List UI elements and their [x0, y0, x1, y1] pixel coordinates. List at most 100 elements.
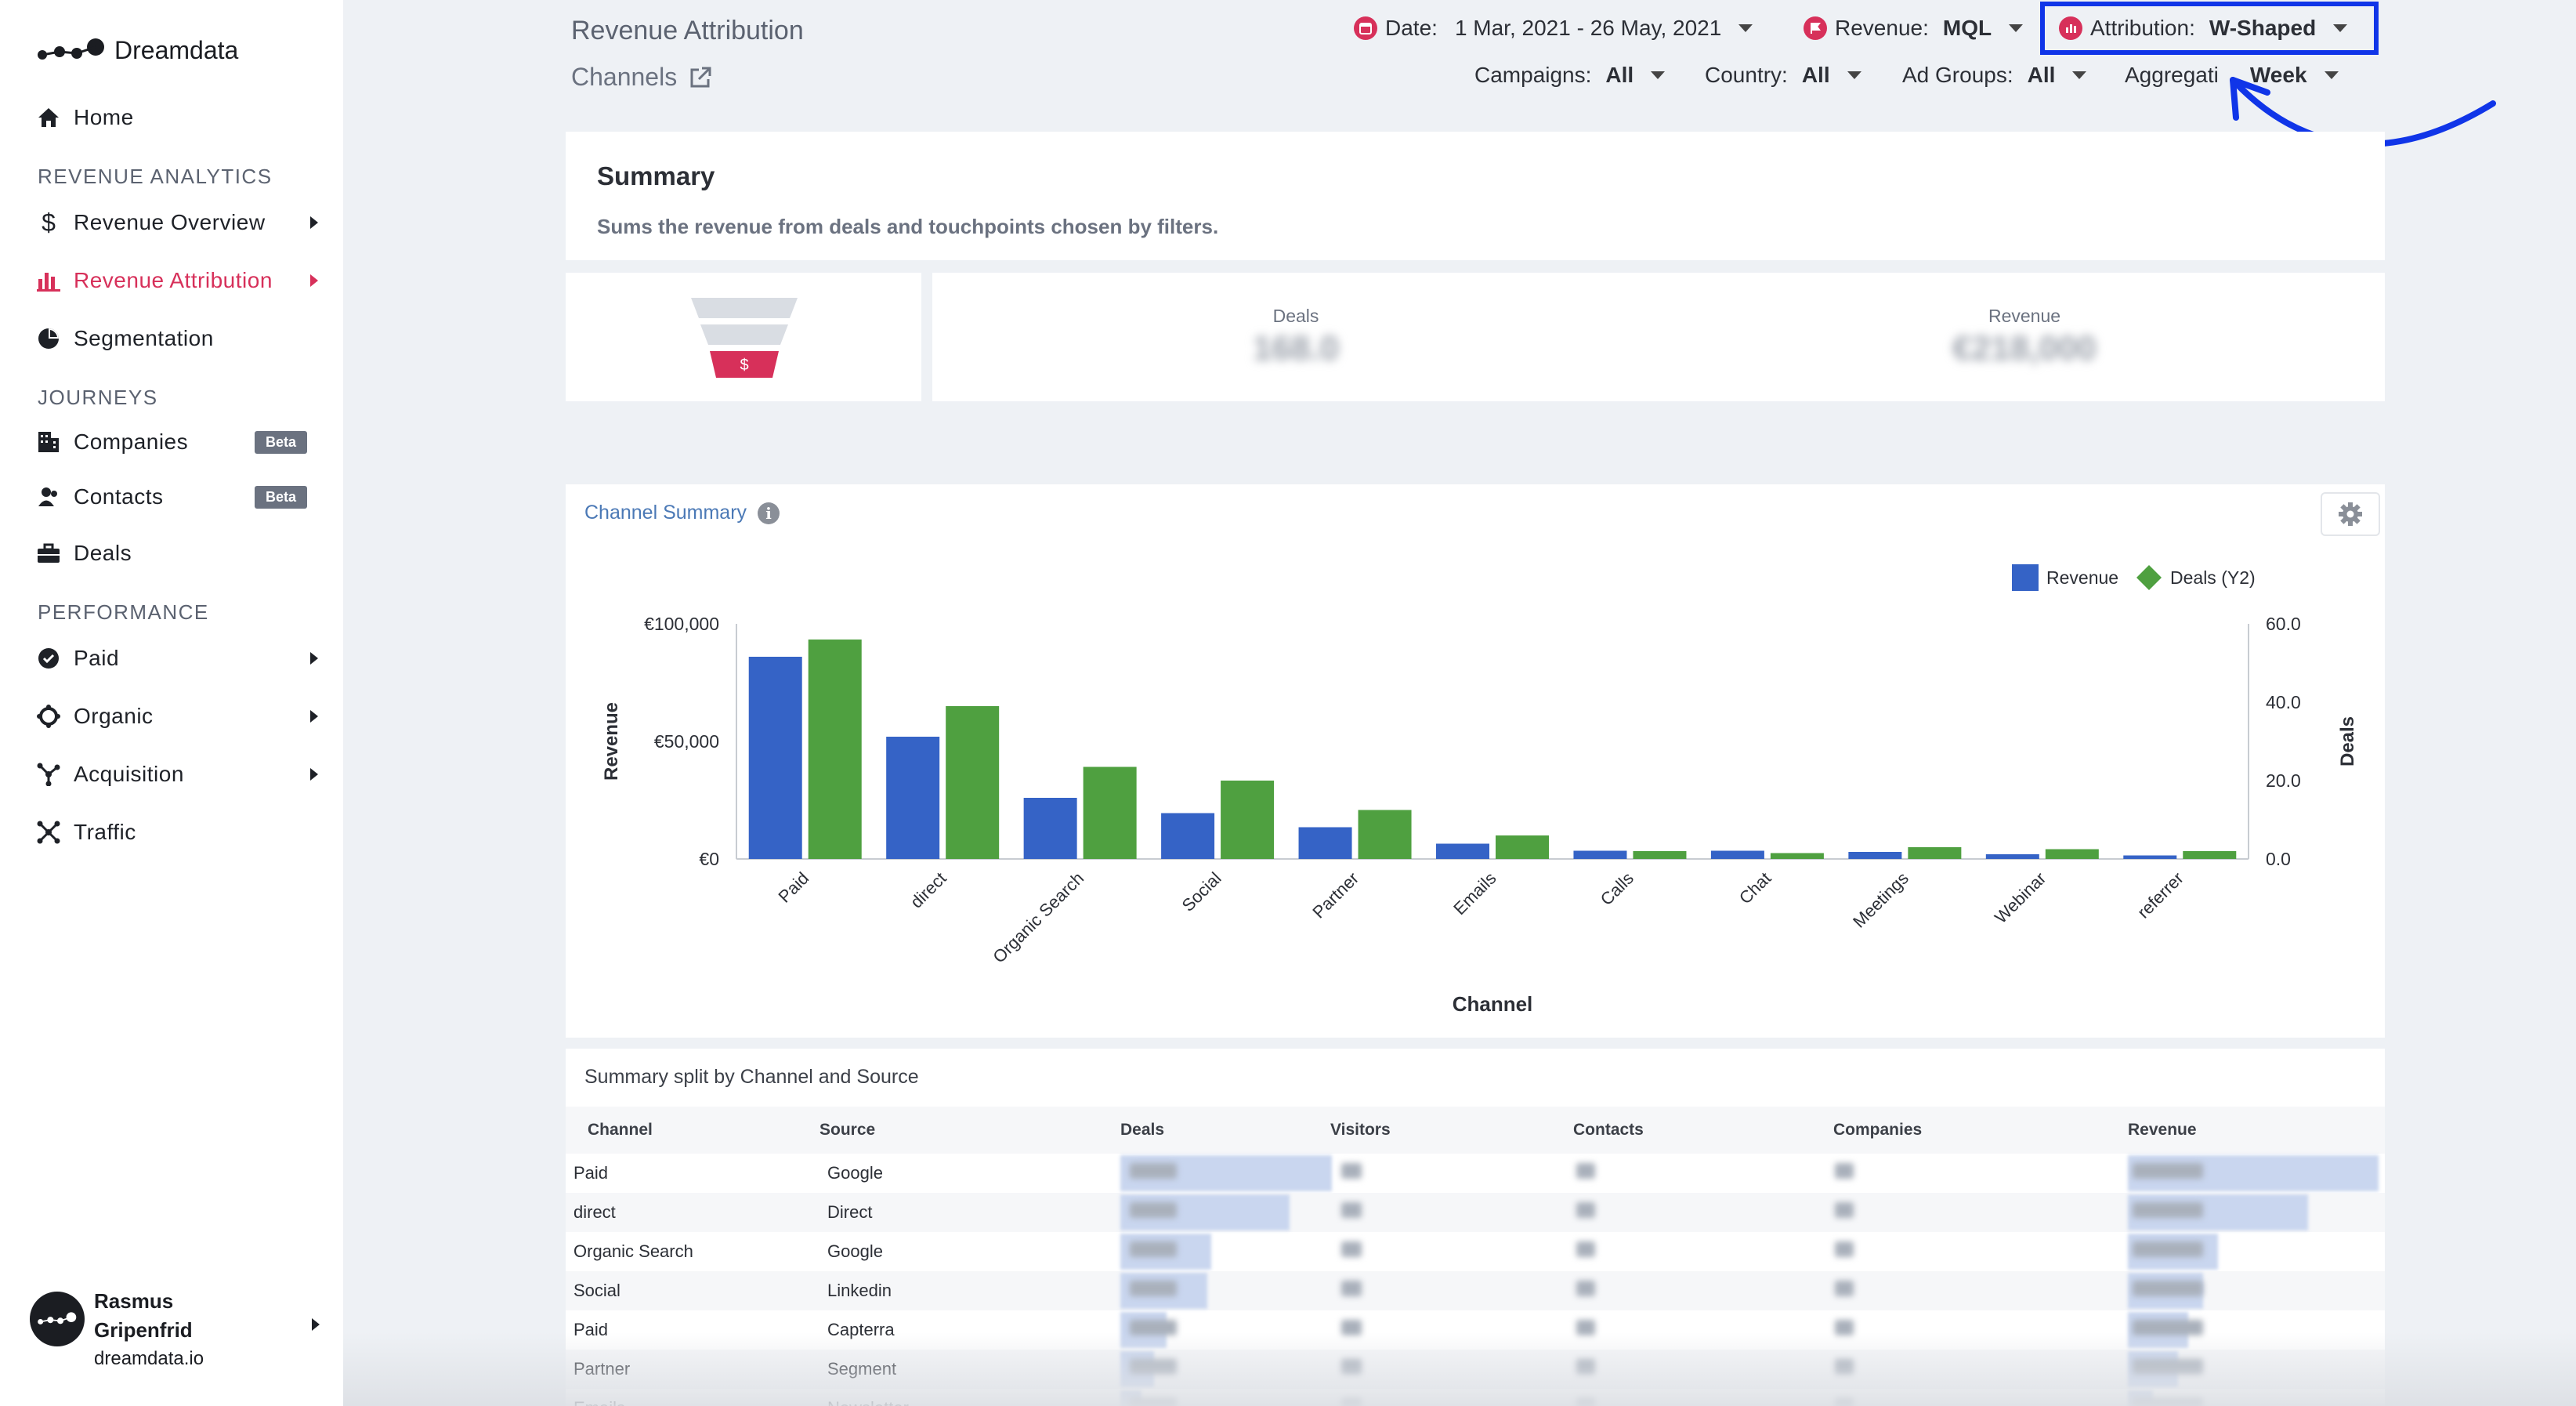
legend-deals[interactable]: Deals (Y2) — [2136, 564, 2256, 591]
revenue-filter[interactable]: Revenue: MQL — [1804, 16, 2024, 41]
attribution-filter[interactable]: Attribution: W-Shaped — [2059, 16, 2348, 41]
sidebar-item-segmentation[interactable]: Segmentation — [36, 321, 326, 356]
x-tick-label: Chat — [1735, 868, 1775, 908]
blurred-value — [1835, 1202, 1854, 1218]
x-tick-label: direct — [906, 868, 950, 912]
chart-title[interactable]: Channel Summary i — [584, 502, 780, 524]
kpi-deals-label: Deals — [1272, 306, 1319, 326]
x-tick-label: Partner — [1308, 868, 1362, 922]
revenue-bar — [748, 657, 802, 859]
country-filter[interactable]: Country: All — [1705, 63, 1861, 88]
country-filter-value: All — [1801, 63, 1830, 87]
table-row[interactable]: Organic Search Google — [566, 1232, 2385, 1271]
attribution-highlight-box — [2040, 2, 2379, 55]
sidebar-item-label: Acquisition — [74, 762, 184, 786]
legend-revenue[interactable]: Revenue — [2012, 564, 2118, 591]
table-row[interactable]: Paid Google — [566, 1154, 2385, 1193]
sidebar-item-acquisition[interactable]: Acquisition — [36, 757, 326, 792]
aggregation-filter[interactable]: Aggregati Week — [2125, 63, 2339, 88]
info-icon[interactable]: i — [758, 502, 780, 524]
bar-chart-icon — [36, 268, 61, 293]
table-row[interactable]: direct Direct — [566, 1193, 2385, 1232]
brand[interactable]: Dreamdata — [36, 34, 238, 66]
cell-channel: Paid — [573, 1163, 609, 1183]
dollar-icon: $ — [42, 208, 56, 237]
channel-summary-card — [566, 484, 2385, 1038]
table-row[interactable]: Social Linkedin — [566, 1271, 2385, 1310]
campaigns-filter[interactable]: Campaigns: All — [1474, 63, 1666, 88]
table-header — [566, 1107, 2385, 1154]
chevron-right-icon — [312, 1318, 320, 1331]
column-header-contacts[interactable]: Contacts — [1573, 1121, 1644, 1139]
kpi-deals-value: 168.0 — [1252, 329, 1340, 368]
sidebar-item-revenue-attribution[interactable]: Revenue Attribution — [36, 263, 326, 298]
sidebar-item-deals[interactable]: Deals — [36, 536, 326, 571]
blurred-value — [2133, 1281, 2203, 1296]
external-link-icon[interactable] — [688, 65, 713, 90]
sidebar-item-organic[interactable]: Organic — [36, 699, 326, 734]
gear-icon — [2339, 502, 2362, 526]
sidebar-item-label: Paid — [74, 646, 120, 670]
x-tick-label: Calls — [1597, 868, 1637, 909]
brand-name: Dreamdata — [114, 35, 239, 64]
sidebar-item-traffic[interactable]: Traffic — [36, 815, 326, 850]
kpi-revenue-label: Revenue — [1988, 306, 2061, 326]
caret-down-icon — [1847, 71, 1861, 79]
blurred-value — [1130, 1241, 1177, 1257]
section-performance: PERFORMANCE — [38, 600, 209, 624]
column-header-channel[interactable]: Channel — [588, 1121, 653, 1139]
legend-revenue-label: Revenue — [2046, 567, 2119, 588]
blurred-value — [2133, 1320, 2203, 1335]
blurred-value — [1576, 1281, 1595, 1296]
x-tick-label: Emails — [1449, 868, 1500, 919]
avatar — [30, 1292, 85, 1346]
legend-deals-label: Deals (Y2) — [2170, 567, 2256, 588]
blurred-value — [1835, 1320, 1854, 1335]
scroll-fade — [343, 1332, 2576, 1406]
deals-bar — [1358, 810, 1412, 859]
cell-channel: Organic Search — [573, 1241, 693, 1261]
y2-tick-label: 40.0 — [2266, 692, 2301, 712]
ad-groups-filter[interactable]: Ad Groups: All — [1902, 63, 2087, 88]
dreamdata-logo-icon — [38, 38, 104, 60]
chart-settings-button[interactable] — [2321, 492, 2380, 536]
y-tick-label: €50,000 — [654, 731, 719, 752]
column-header-source[interactable]: Source — [819, 1121, 876, 1139]
column-header-revenue[interactable]: Revenue — [2128, 1121, 2197, 1139]
blurred-value — [1341, 1202, 1362, 1218]
briefcase-icon — [36, 541, 61, 566]
table-row[interactable]: Paid Capterra — [566, 1310, 2385, 1350]
user-menu[interactable]: Rasmus Gripenfrid dreamdata.io — [30, 1287, 320, 1370]
y2-tick-label: 20.0 — [2266, 770, 2301, 791]
page-subtitle[interactable]: Channels — [571, 63, 713, 92]
pie-chart-icon — [36, 326, 61, 351]
sidebar-item-revenue-overview[interactable]: $ Revenue Overview — [36, 205, 326, 240]
section-journeys: JOURNEYS — [38, 386, 158, 409]
sidebar-item-label: Deals — [74, 541, 132, 565]
page-title: Revenue Attribution — [571, 16, 804, 45]
column-header-companies[interactable]: Companies — [1833, 1121, 1923, 1139]
revenue-bar — [1985, 854, 2039, 859]
column-header-visitors[interactable]: Visitors — [1330, 1121, 1391, 1139]
y2-tick-label: 60.0 — [2266, 614, 2301, 634]
kpi-card: Deals 168.0 Revenue €218,000 — [932, 273, 2385, 401]
sidebar-item-contacts[interactable]: Contacts Beta — [36, 480, 326, 514]
caret-down-icon — [1738, 24, 1753, 32]
column-header-deals[interactable]: Deals — [1120, 1121, 1165, 1139]
revenue-bar — [886, 737, 940, 859]
revenue-bar — [1573, 850, 1627, 859]
sidebar-item-home[interactable]: Home — [36, 100, 326, 135]
sidebar-item-companies[interactable]: Companies Beta — [36, 425, 326, 459]
blurred-value — [1341, 1320, 1362, 1335]
chevron-right-icon — [310, 216, 318, 229]
caret-down-icon — [2333, 24, 2348, 32]
deals-bar — [1496, 835, 1549, 859]
sidebar-item-paid[interactable]: Paid — [36, 641, 326, 676]
date-filter[interactable]: Date: 1 Mar, 2021 - 26 May, 2021 — [1354, 16, 1753, 41]
sidebar-item-label: Revenue Attribution — [74, 268, 273, 292]
campaigns-filter-value: All — [1605, 63, 1634, 87]
chart-title-label: Channel Summary — [584, 502, 747, 524]
sidebar-item-label: Organic — [74, 704, 154, 728]
sidebar-item-label: Contacts — [74, 484, 164, 509]
legend-diamond-icon — [2136, 565, 2162, 590]
